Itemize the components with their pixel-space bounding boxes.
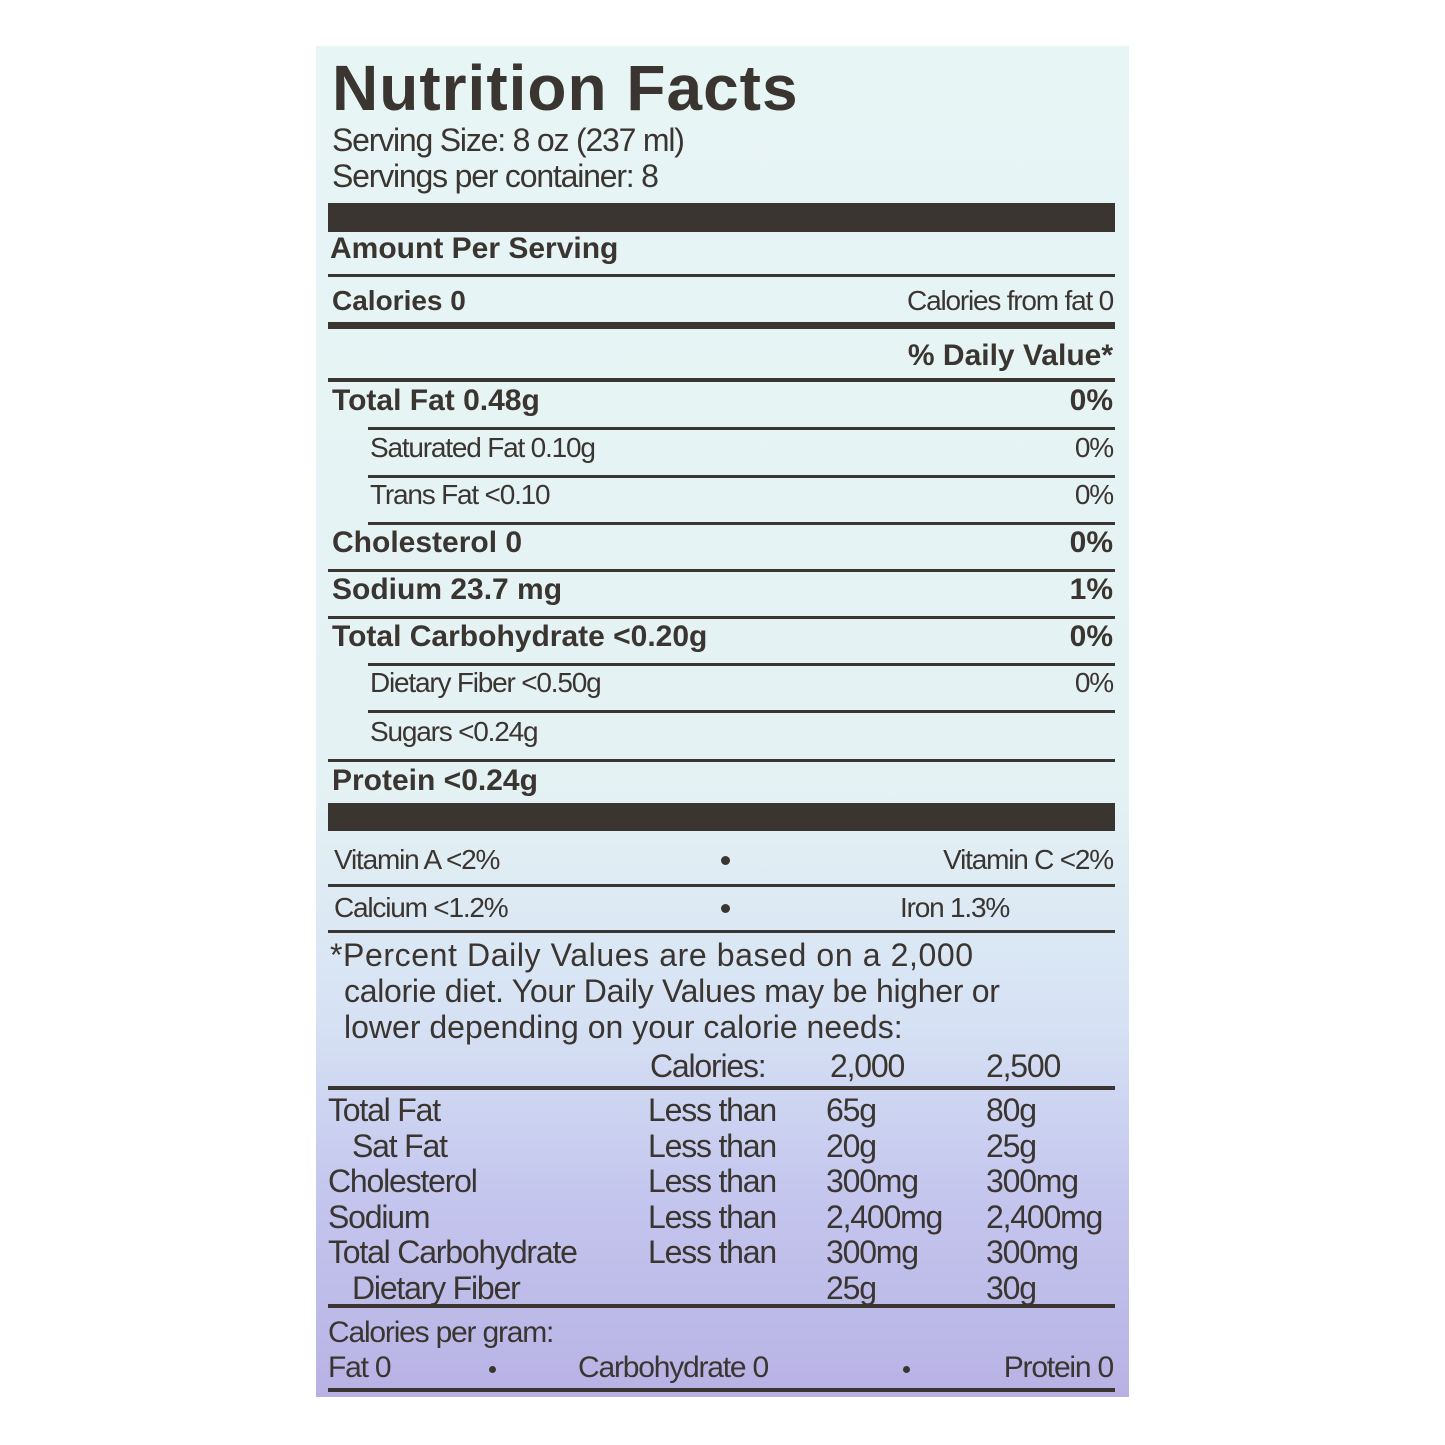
ref-2500-value: 300mg (986, 1234, 1079, 1270)
carbohydrate-cal-per-gram: Carbohydrate 0 (578, 1351, 769, 1384)
ref-nutrient: Cholesterol (328, 1163, 478, 1199)
ref-2000-value: 65g (826, 1092, 877, 1128)
divider (328, 1086, 1115, 1090)
nutrient-daily-value: 0% (1069, 620, 1113, 653)
ref-header-2500: 2,500 (986, 1048, 1061, 1084)
nutrient-label: Total Carbohydrate <0.20g (332, 620, 708, 653)
ref-2000-value: 300mg (826, 1234, 919, 1270)
ref-nutrient: Sodium (328, 1198, 431, 1235)
ref-nutrient: Dietary Fiber (352, 1269, 521, 1306)
divider (328, 616, 1115, 619)
ref-nutrient: Total Carbohydrate (328, 1234, 578, 1270)
calories-per-gram-label: Calories per gram: (328, 1316, 554, 1349)
ref-header-2000: 2,000 (830, 1048, 905, 1084)
bullet (489, 1366, 496, 1373)
divider (328, 930, 1115, 933)
calcium: Calcium <1.2% (334, 892, 509, 923)
serving-size: Serving Size: 8 oz (237 ml) (332, 122, 685, 158)
divider (368, 522, 1115, 525)
nutrient-daily-value: 0% (1069, 526, 1113, 559)
divider (328, 274, 1115, 277)
nutrient-label: Saturated Fat 0.10g (370, 432, 596, 463)
nutrient-daily-value: 0% (1074, 479, 1114, 510)
nutrient-label: Dietary Fiber <0.50g (370, 667, 602, 698)
nutrient-label: Total Fat 0.48g (332, 384, 540, 417)
ref-header-label: Calories: (650, 1048, 767, 1084)
ref-nutrient: Total Fat (328, 1092, 441, 1128)
ref-2000-value: 300mg (826, 1163, 919, 1199)
nutrient-label: Sodium 23.7 mg (332, 573, 563, 606)
nutrient-daily-value: 0% (1074, 432, 1114, 463)
divider (368, 427, 1115, 430)
bullet (903, 1366, 910, 1373)
footnote-line: *Percent Daily Values are based on a 2,0… (330, 937, 974, 973)
ref-qualifier: Less than (648, 1234, 777, 1270)
ref-2000-value: 20g (826, 1127, 877, 1164)
ref-qualifier: Less than (648, 1163, 777, 1199)
ref-2500-value: 2,400mg (986, 1198, 1103, 1235)
calories: Calories 0 (332, 285, 466, 316)
fat-cal-per-gram: Fat 0 (328, 1351, 392, 1384)
bullet (721, 904, 730, 913)
divider (328, 1304, 1115, 1308)
ref-2500-value: 30g (986, 1269, 1037, 1306)
servings-per-container: Servings per container: 8 (332, 158, 659, 194)
divider (328, 569, 1115, 572)
ref-nutrient: Sat Fat (352, 1127, 448, 1164)
vitamin-c: Vitamin C <2% (943, 844, 1114, 875)
label-title: Nutrition Facts (332, 52, 799, 124)
ref-qualifier: Less than (648, 1198, 777, 1235)
nutrient-label: Protein <0.24g (332, 764, 538, 797)
ref-2500-value: 25g (986, 1127, 1037, 1164)
thick-divider (328, 803, 1115, 831)
divider (328, 378, 1115, 382)
ref-2000-value: 25g (826, 1269, 877, 1306)
divider (328, 1388, 1115, 1392)
divider (368, 475, 1115, 478)
ref-qualifier: Less than (648, 1092, 777, 1128)
ref-2500-value: 80g (986, 1092, 1037, 1128)
thick-divider (328, 203, 1115, 232)
nutrient-label: Sugars <0.24g (370, 716, 539, 747)
nutrient-label: Cholesterol 0 (332, 526, 523, 559)
nutrient-label: Trans Fat <0.10 (370, 479, 551, 510)
iron: Iron 1.3% (900, 892, 1010, 923)
footnote-line: calorie diet. Your Daily Values may be h… (344, 973, 1000, 1009)
ref-2000-value: 2,400mg (826, 1198, 943, 1235)
nutrient-daily-value: 1% (1069, 573, 1113, 606)
divider (328, 759, 1115, 762)
amount-per-serving: Amount Per Serving (330, 232, 619, 265)
protein-cal-per-gram: Protein 0 (1003, 1351, 1114, 1384)
divider (368, 663, 1115, 666)
nutrient-daily-value: 0% (1069, 384, 1113, 417)
daily-value-header: % Daily Value* (907, 339, 1113, 372)
ref-qualifier: Less than (648, 1127, 777, 1164)
vitamin-a: Vitamin A <2% (334, 844, 500, 875)
medium-divider (328, 322, 1115, 329)
nutrient-daily-value: 0% (1074, 667, 1114, 698)
bullet (721, 856, 730, 865)
nutrition-facts-label: Nutrition Facts Serving Size: 8 oz (237 … (316, 46, 1129, 1397)
divider (328, 884, 1115, 887)
divider (368, 710, 1115, 713)
footnote-line: lower depending on your calorie needs: (344, 1009, 903, 1045)
calories-from-fat: Calories from fat 0 (907, 285, 1114, 316)
ref-2500-value: 300mg (986, 1163, 1079, 1199)
